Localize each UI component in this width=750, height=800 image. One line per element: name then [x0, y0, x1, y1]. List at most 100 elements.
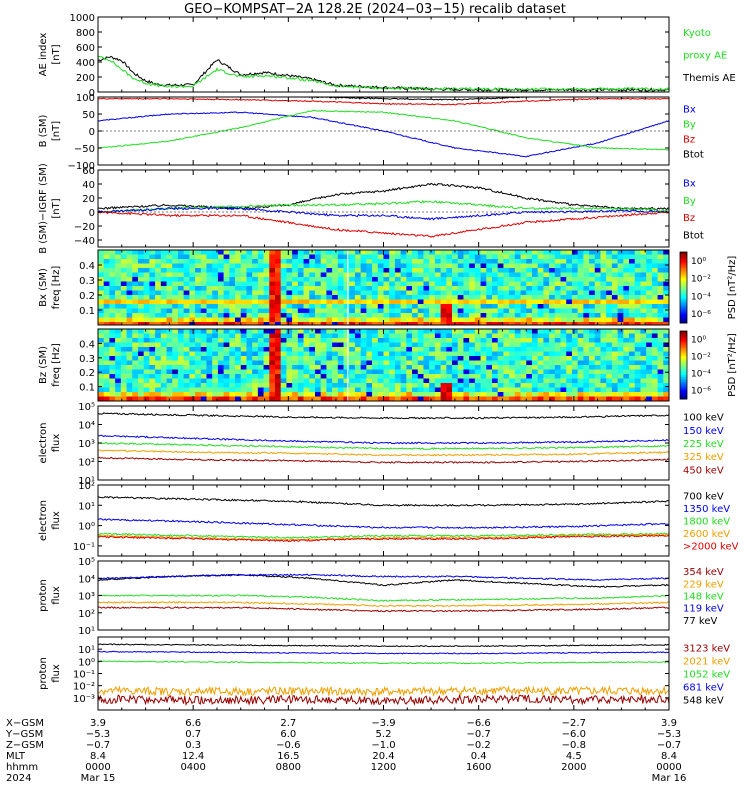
spectrogram-cell [446, 304, 453, 309]
spectrogram-cell [566, 313, 573, 318]
spectrogram-cell [292, 351, 299, 357]
spectrogram-cell [600, 259, 607, 264]
spectrogram-cell [417, 369, 424, 375]
spectrogram-cell [520, 322, 527, 325]
series-group [98, 97, 669, 158]
spectrogram-cell [280, 333, 287, 339]
spectrogram-cell [469, 263, 476, 269]
spectrogram-cell [629, 281, 636, 287]
spectrogram-cell [520, 281, 527, 287]
spectrogram-cell [606, 342, 613, 348]
spectrogram-cell [452, 304, 459, 309]
spectrogram-cell [520, 338, 527, 343]
spectrogram-cell [189, 333, 196, 339]
spectrogram-cell [571, 322, 578, 325]
spectrogram-cell [252, 286, 259, 291]
spectrogram-cell [297, 308, 304, 314]
spectrogram-cell [629, 286, 636, 291]
spectrogram-cell [452, 299, 459, 305]
spectrogram-cell [137, 383, 144, 388]
spectrogram-cell [480, 347, 487, 352]
spectrogram-cell [120, 383, 127, 388]
spectrogram-cell [143, 259, 150, 264]
spectrogram-cell [577, 392, 584, 397]
spectrogram-cell [286, 295, 293, 300]
spectrogram-cell [434, 268, 441, 273]
spectrogram-cell [531, 263, 538, 269]
spectrogram-cell [537, 254, 544, 260]
spectrogram-cell [366, 356, 373, 361]
spectrogram-cell [554, 254, 561, 260]
spectrogram-cell [280, 347, 287, 352]
spectrogram-cell [617, 378, 624, 384]
spectrogram-cell [235, 277, 242, 282]
spectrogram-cell [275, 263, 282, 269]
spectrogram-cell [377, 338, 384, 343]
spectrogram-cell [394, 322, 401, 325]
spectrogram-cell [212, 308, 219, 314]
spectrogram-cell [646, 360, 653, 366]
spectrogram-cell [303, 254, 310, 260]
spectrogram-cell [257, 369, 264, 375]
spectrogram-cell [537, 392, 544, 397]
spectrogram-cell [429, 317, 436, 323]
spectrogram-cell [132, 250, 139, 255]
spectrogram-cell [252, 351, 259, 357]
legend-label: 548 keV [683, 696, 724, 707]
spectrogram-cell [634, 333, 641, 339]
y-tick-label: 0.2 [79, 368, 95, 379]
spectrogram-cell [446, 272, 453, 278]
spectrogram-cell [314, 360, 321, 366]
spectrogram-cell [115, 272, 122, 278]
spectrogram-cell [571, 263, 578, 269]
x-axis-value: 3.9 [90, 718, 106, 729]
spectrogram-cell [440, 347, 447, 352]
spectrogram-cell [474, 369, 481, 375]
spectrogram-cell [354, 263, 361, 269]
spectrogram-cell [560, 387, 567, 393]
spectrogram-cell [583, 351, 590, 357]
spectrogram-cell [360, 263, 367, 269]
spectrogram-cell [549, 295, 556, 300]
spectrogram-cell [446, 369, 453, 375]
spectrogram-cell [457, 322, 464, 325]
y-tick-label: 0.2 [79, 291, 95, 302]
spectrogram-cell [617, 272, 624, 278]
spectrogram-cell [463, 317, 470, 323]
spectrogram-cell [434, 281, 441, 287]
spectrogram-cell [115, 338, 122, 343]
spectrogram-cell [554, 268, 561, 273]
spectrogram-cell [640, 365, 647, 370]
spectrogram-cell [126, 383, 133, 388]
spectrogram-cell [103, 351, 110, 357]
spectrogram-cell [611, 268, 618, 273]
spectrogram-cell [286, 378, 293, 384]
spectrogram-cell [611, 374, 618, 379]
spectrogram-cell [412, 378, 419, 384]
spectrogram-cell [360, 338, 367, 343]
spectrogram-cell [474, 317, 481, 323]
colorbar-tick-label: 10⁻⁶ [691, 387, 711, 397]
spectrogram-cell [377, 374, 384, 379]
spectrogram-cell [497, 338, 504, 343]
spectrogram-cell [246, 281, 253, 287]
spectrogram-cell [600, 342, 607, 348]
spectrogram-cell [257, 338, 264, 343]
colorbar-segment [680, 361, 687, 364]
series-line-red [98, 210, 669, 238]
spectrogram-cell [400, 387, 407, 393]
spectrogram-cell [252, 272, 259, 278]
spectrogram-cell [280, 286, 287, 291]
spectrogram-cell [115, 392, 122, 397]
spectrogram-cell [434, 347, 441, 352]
spectrogram-cell [280, 299, 287, 305]
spectrogram-cell [480, 360, 487, 366]
spectrogram-cell [406, 342, 413, 348]
spectrogram-cell [634, 254, 641, 260]
spectrogram-cell [309, 295, 316, 300]
colorbar-segment [680, 334, 687, 337]
spectrogram-cell [520, 286, 527, 291]
spectrogram-cell [600, 356, 607, 361]
spectrogram-cell [571, 360, 578, 366]
spectrogram-cell [526, 351, 533, 357]
